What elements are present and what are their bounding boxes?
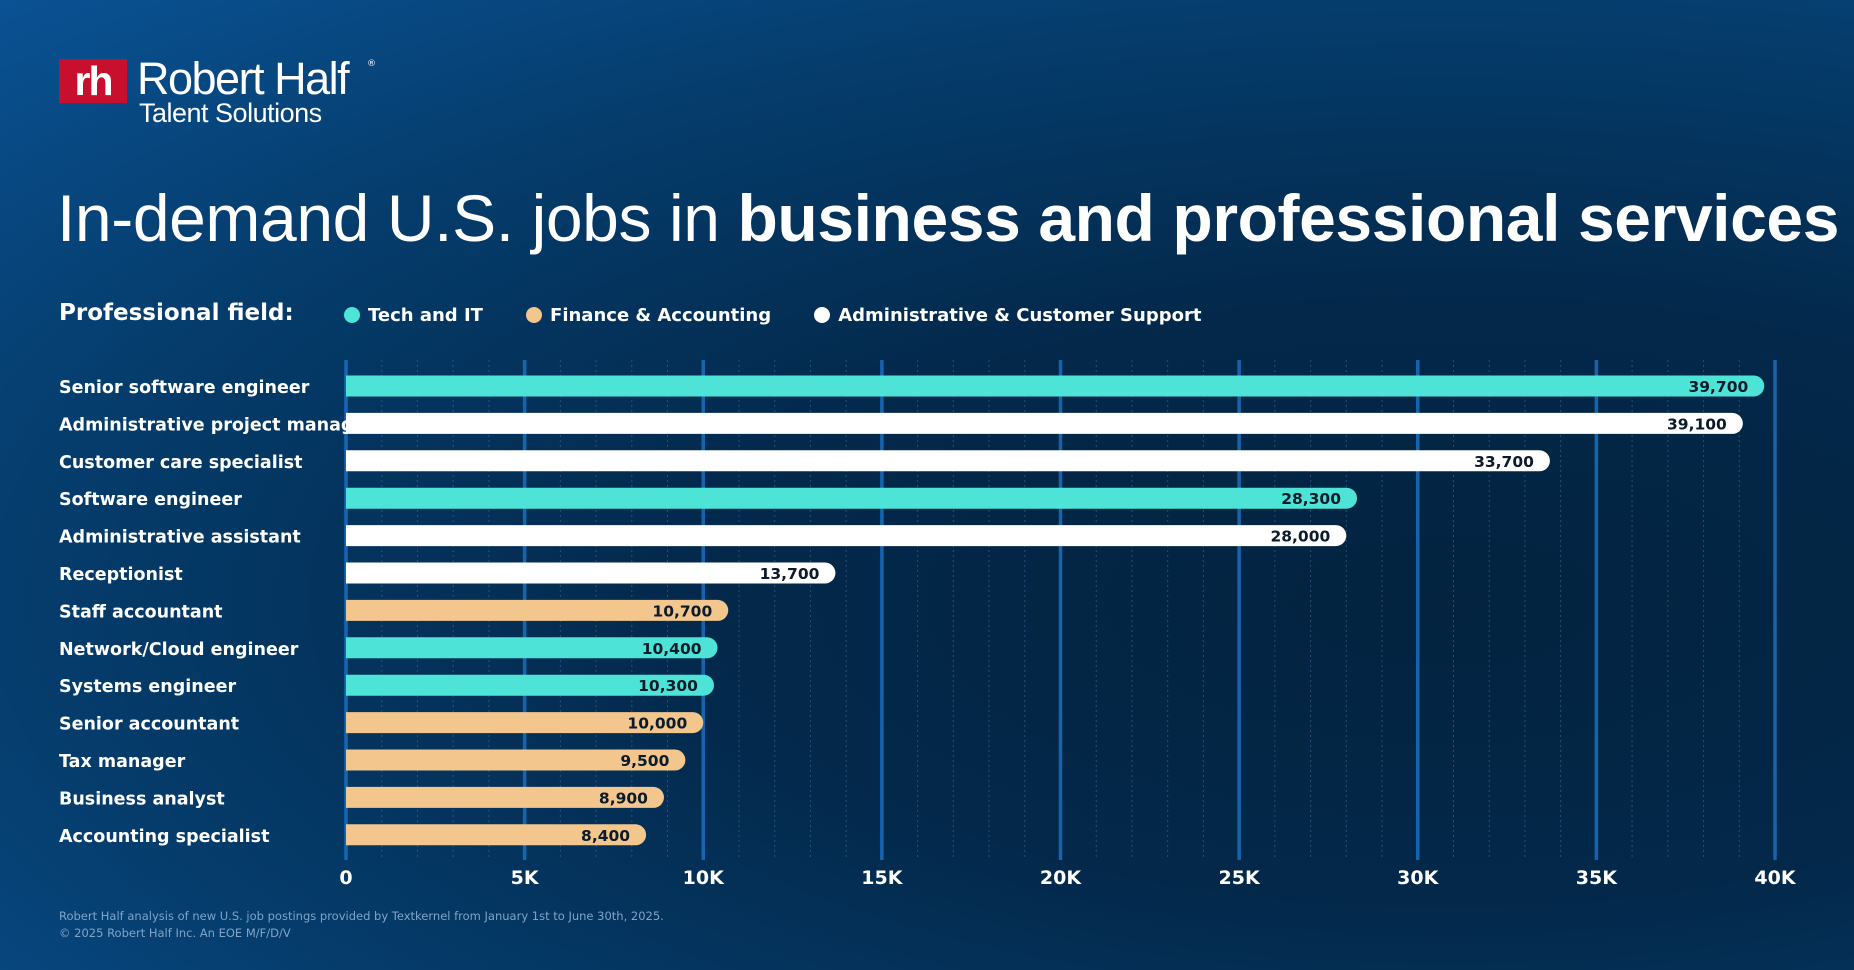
bar — [346, 562, 836, 584]
bar — [346, 599, 729, 621]
legend-label-tech: Tech and IT — [368, 305, 483, 326]
category-label: Senior software engineer — [59, 378, 310, 398]
rh-logo-mark: rh — [59, 59, 127, 103]
x-tick-label: 40K — [1754, 867, 1796, 889]
grid-layer — [344, 360, 1777, 860]
category-label: Customer care specialist — [59, 453, 302, 473]
label-layer: Senior software engineer 39,700 Administra… — [59, 378, 1748, 847]
footnote: Robert Half analysis of new U.S. job pos… — [59, 908, 664, 942]
legend-label-admin: Administrative & Customer Support — [838, 305, 1202, 326]
category-label: Administrative assistant — [59, 528, 301, 548]
bar — [346, 375, 1765, 397]
legend-item-admin: Administrative & Customer Support — [814, 305, 1201, 326]
bar-value-label: 39,700 — [1688, 378, 1748, 396]
category-label: Systems engineer — [59, 677, 236, 697]
bar — [346, 487, 1358, 509]
bar-value-label: 10,000 — [627, 715, 687, 733]
legend-item-tech: Tech and IT — [344, 305, 483, 326]
bar-value-label: 10,300 — [638, 677, 698, 695]
tick-layer: 0 5K 10K 15K 20K 25K 30K 35K 40K — [339, 867, 1796, 889]
registered-mark: ® — [367, 59, 376, 69]
bar-layer — [346, 375, 1765, 846]
bar — [346, 749, 686, 771]
bar — [346, 786, 664, 808]
legend-dot-admin — [814, 307, 831, 323]
x-tick-label: 30K — [1397, 867, 1439, 889]
title-bold: business and professional services — [737, 181, 1840, 255]
bar — [346, 412, 1743, 434]
bar — [346, 824, 647, 846]
footnote-source: Robert Half analysis of new U.S. job pos… — [59, 909, 664, 923]
legend-dot-finance — [526, 307, 543, 323]
bar-value-label: 33,700 — [1474, 453, 1534, 471]
chart-legend: Tech and IT Finance & Accounting Adminis… — [344, 305, 1239, 326]
bar-value-label: 39,100 — [1667, 415, 1727, 433]
category-label: Business analyst — [59, 789, 225, 809]
bar-value-label: 13,700 — [760, 565, 820, 583]
bar-value-label: 9,500 — [620, 752, 669, 770]
x-tick-label: 10K — [683, 867, 725, 889]
footnote-copyright: © 2025 Robert Half Inc. An EOE M/F/D/V — [59, 926, 291, 940]
bar-value-label: 8,900 — [599, 789, 648, 807]
legend-label-finance: Finance & Accounting — [550, 305, 772, 326]
bar-chart: Senior software engineer 39,700 Administra… — [59, 360, 1796, 889]
bar-value-label: 28,300 — [1281, 490, 1341, 508]
category-label: Software engineer — [59, 490, 242, 510]
x-tick-label: 0 — [339, 867, 352, 889]
bar — [346, 674, 714, 696]
legend-title: Professional field: — [59, 300, 294, 326]
bar-value-label: 10,700 — [652, 602, 712, 620]
bar — [346, 637, 718, 659]
bar — [346, 712, 704, 734]
bar-value-label: 8,400 — [581, 827, 630, 845]
bar-value-label: 10,400 — [642, 640, 702, 658]
bar — [346, 450, 1550, 472]
page-title: In-demand U.S. jobs in business and prof… — [57, 178, 1839, 258]
x-tick-label: 15K — [861, 867, 903, 889]
legend-item-finance: Finance & Accounting — [526, 305, 771, 326]
category-label: Network/Cloud engineer — [59, 640, 299, 660]
legend-dot-tech — [344, 307, 360, 323]
bar-value-label: 28,000 — [1270, 528, 1330, 546]
x-tick-label: 20K — [1040, 867, 1082, 889]
category-label: Staff accountant — [59, 602, 223, 622]
logo-subtitle: Talent Solutions — [139, 98, 322, 128]
category-label: Administrative project manager — [59, 415, 374, 435]
title-light: In-demand U.S. jobs in — [57, 181, 720, 255]
category-label: Tax manager — [59, 752, 186, 772]
category-label: Senior accountant — [59, 715, 239, 735]
category-label: Receptionist — [59, 565, 183, 585]
logo-name: Robert Half — [137, 53, 350, 104]
x-tick-label: 5K — [511, 867, 540, 889]
category-label: Accounting specialist — [59, 827, 269, 847]
x-tick-label: 35K — [1576, 867, 1618, 889]
bar — [346, 525, 1347, 547]
x-tick-label: 25K — [1219, 867, 1261, 889]
